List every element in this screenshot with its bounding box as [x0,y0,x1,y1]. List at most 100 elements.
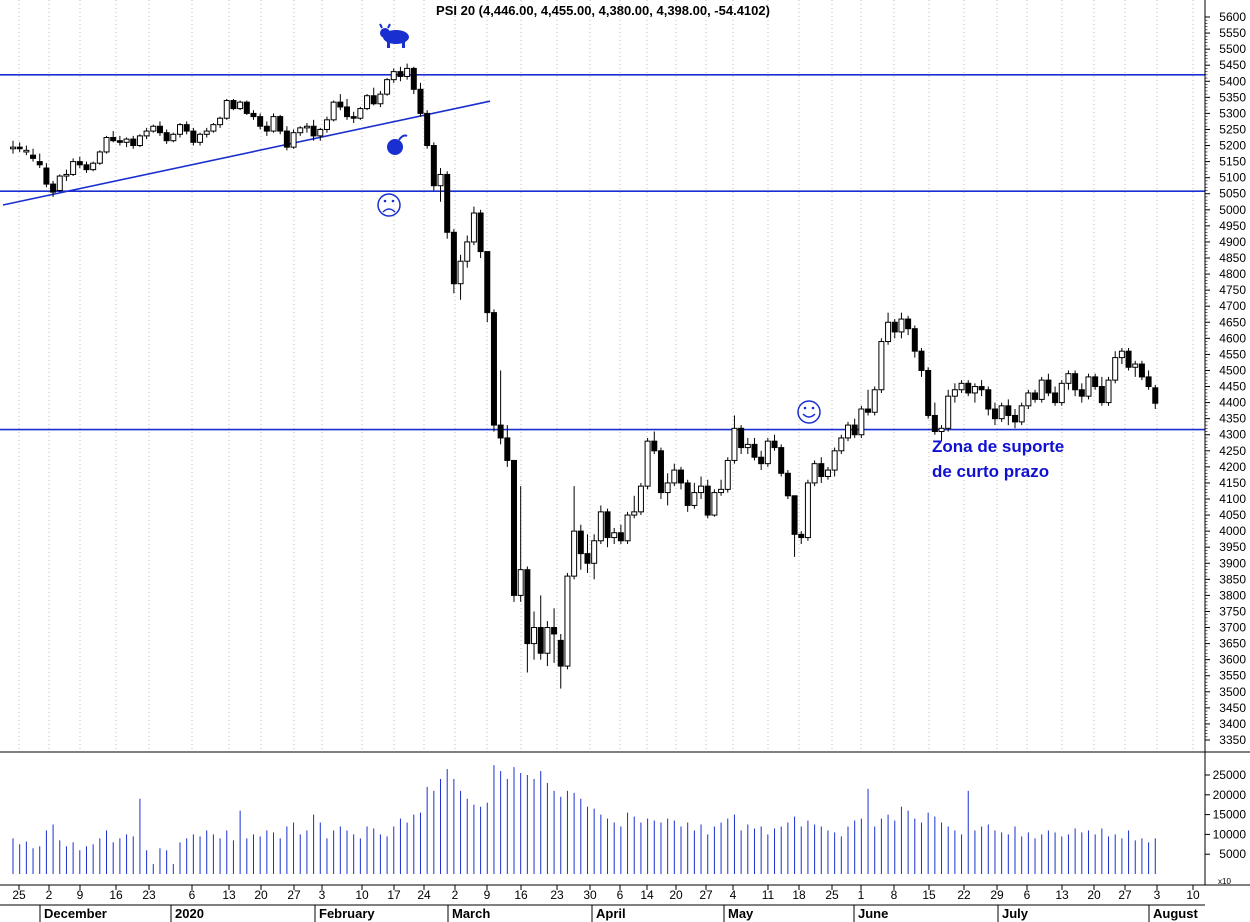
candle-up [885,321,892,343]
candle-down [1098,386,1105,404]
vertical-gridlines [18,0,1194,752]
date-tick-label: 15 [922,888,936,902]
month-label: May [728,906,754,921]
date-tick-label: 3 [1154,888,1161,902]
date-axis-ticks: 25 2 9 16 23 6 13 20 27 3 10 17 24 2 9 16 23 30 6 14 20 27 4 11… [12,885,1200,902]
chart-title: PSI 20 (4,446.00, 4,455.00, 4,380.00, 4,… [436,3,770,18]
candle-up [384,79,391,95]
price-tick-label: 3650 [1219,637,1246,651]
price-tick-label: 4600 [1219,331,1246,345]
date-tick-label: 9 [77,888,84,902]
candle-up [470,212,477,243]
candle-down [76,161,83,166]
candle-up [464,241,471,262]
candle-up [804,482,811,539]
candle-down [1045,379,1052,394]
candle-down [490,312,497,426]
volume-tick-label: 25000 [1213,768,1247,782]
date-tick-label: 10 [355,888,369,902]
candle-down [985,389,992,410]
candle-up [1105,379,1112,404]
candle-down [504,437,511,461]
price-tick-label: 3600 [1219,653,1246,667]
candle-down [110,137,117,142]
date-tick-label: 22 [957,888,971,902]
candle-down [477,212,484,253]
candle-down [991,408,998,420]
candle-down [651,440,658,452]
candle-up [330,101,337,121]
candle-down [931,414,938,433]
price-tick-label: 3800 [1219,588,1246,602]
candle-up [671,469,678,484]
candle-down [778,447,785,474]
price-tick-label: 3450 [1219,701,1246,715]
price-tick-label: 4750 [1219,283,1246,297]
candle-down [704,485,711,516]
candle-down [190,130,197,143]
candle-down [410,67,417,90]
candle-up [203,130,210,135]
candle-up [898,318,905,333]
candle-down [758,456,765,465]
candle-down [497,424,504,439]
candle-up [531,627,538,645]
candle-down [557,639,564,667]
candle-up [404,67,411,77]
candle-up [811,463,818,484]
candle-down [183,124,190,132]
date-tick-label: 4 [730,888,737,902]
candle-down [617,532,624,542]
candle-down [116,140,123,143]
candle-up [824,469,831,478]
candle-down [30,154,37,159]
date-tick-label: 8 [891,888,898,902]
candle-up [123,138,130,143]
support-zone-annotation-line2: de curto prazo [932,462,1049,481]
candle-down [738,427,745,449]
date-tick-label: 30 [583,888,597,902]
candle-down [444,173,451,233]
date-tick-label: 18 [792,888,806,902]
volume-tick-label: 15000 [1213,808,1247,822]
candle-down [1072,373,1079,391]
support-resistance-lines [0,74,1205,431]
date-tick-label: 24 [417,888,431,902]
candle-up [1025,392,1032,407]
candle-down [163,132,170,142]
candle-down [684,482,691,506]
candle-up [377,93,384,105]
candle-down [43,167,50,185]
price-tick-label: 4300 [1219,428,1246,442]
date-tick-label: 9 [484,888,491,902]
date-tick-label: 23 [550,888,564,902]
candle-down [1092,376,1099,388]
candle-down [911,328,918,352]
candle-up [958,382,965,391]
candle-up [150,125,157,132]
candle-down [450,231,457,285]
price-tick-label: 4200 [1219,460,1246,474]
candle-down [424,112,431,147]
candle-down [604,511,611,539]
volume-tick-label: 10000 [1213,827,1247,841]
date-tick-label: 3 [319,888,326,902]
candle-down [1078,389,1085,397]
candle-down [978,386,985,391]
candle-down [350,116,357,119]
candle-down [1125,350,1132,368]
candle-down [484,251,491,314]
month-label: April [596,906,626,921]
candle-down [1005,405,1012,416]
candle-down [130,138,137,147]
candle-down [577,530,584,555]
candle-down [1012,414,1018,423]
price-tick-label: 3350 [1219,733,1246,747]
date-tick-label: 14 [640,888,654,902]
candle-down [1145,376,1152,388]
candle-down [851,424,858,436]
price-tick-label: 5350 [1219,90,1246,104]
month-label: 2020 [175,906,204,921]
candle-up [1112,357,1119,381]
